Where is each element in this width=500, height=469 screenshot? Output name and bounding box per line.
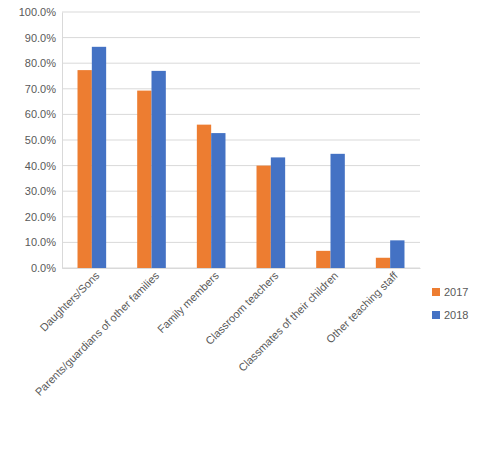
legend-swatch — [432, 288, 440, 296]
y-tick: 20.0% — [25, 211, 62, 223]
y-tick: 60.0% — [25, 108, 62, 120]
grid-line — [62, 242, 420, 243]
grid-line — [62, 88, 420, 89]
bar — [271, 157, 285, 268]
x-tick: Other teaching staff — [324, 268, 401, 346]
y-tick-label: 70.0% — [25, 83, 56, 95]
bar — [197, 125, 211, 268]
y-tick-label: 100.0% — [19, 6, 57, 18]
x-tick-label: Classmates of their children — [236, 269, 340, 373]
x-axis-line — [63, 268, 421, 269]
bar — [152, 71, 166, 268]
x-tick-label: Other teaching staff — [324, 269, 401, 346]
grid-line — [62, 63, 420, 64]
bar — [316, 251, 330, 268]
y-tick-label: 30.0% — [25, 185, 56, 197]
y-axis: 0.0% 10.0% 20.0% 30.0% 40.0% 50.0% 60.0% 70.0% 8… — [19, 6, 63, 274]
x-tick: Classmates of their children — [236, 268, 340, 374]
grid-line — [62, 37, 420, 38]
y-axis-line — [62, 13, 63, 269]
grid — [62, 12, 420, 268]
legend-label: 2018 — [444, 309, 468, 321]
y-tick-label: 60.0% — [25, 108, 56, 120]
bar — [211, 133, 225, 268]
y-tick: 50.0% — [25, 134, 62, 146]
bar — [376, 258, 390, 268]
bars — [78, 47, 405, 268]
y-tick: 100.0% — [19, 6, 62, 18]
plot: 0.0% 10.0% 20.0% 30.0% 40.0% 50.0% 60.0% 70.0% 8… — [19, 6, 421, 398]
y-tick: 70.0% — [25, 83, 62, 95]
y-tick: 90.0% — [25, 32, 62, 44]
grid-line — [62, 114, 420, 115]
y-tick-label: 40.0% — [25, 160, 56, 172]
x-tick: Daughters/Sons — [37, 268, 102, 334]
grid-line — [62, 191, 420, 192]
legend: 2017 2018 — [432, 286, 468, 321]
x-axis: Daughters/SonsParents/guardians of other… — [33, 268, 421, 398]
x-tick: Parents/guardians of other families — [33, 268, 162, 398]
y-tick: 10.0% — [25, 236, 62, 248]
y-tick-label: 80.0% — [25, 57, 56, 69]
x-tick: Family members — [155, 268, 221, 335]
x-tick-label: Daughters/Sons — [37, 269, 102, 334]
y-tick-label: 90.0% — [25, 32, 56, 44]
legend-swatch — [432, 311, 440, 319]
grid-line — [62, 216, 420, 217]
bar — [331, 154, 345, 268]
y-tick: 30.0% — [25, 185, 62, 197]
x-tick-label: Parents/guardians of other families — [33, 269, 162, 398]
bar — [78, 70, 92, 268]
grid-line — [62, 140, 420, 141]
y-tick: 0.0% — [31, 262, 62, 274]
legend-label: 2017 — [444, 286, 468, 298]
grid-line — [62, 165, 420, 166]
y-tick: 80.0% — [25, 57, 62, 69]
chart: 0.0% 10.0% 20.0% 30.0% 40.0% 50.0% 60.0% 70.0% 8… — [0, 0, 500, 469]
y-tick-label: 50.0% — [25, 134, 56, 146]
y-tick-label: 20.0% — [25, 211, 56, 223]
y-tick-label: 0.0% — [31, 262, 56, 274]
bar — [390, 240, 404, 268]
x-tick-label: Family members — [155, 269, 221, 335]
y-tick: 40.0% — [25, 160, 62, 172]
bar — [257, 166, 271, 268]
y-tick-label: 10.0% — [25, 236, 56, 248]
grid-line — [62, 268, 420, 269]
grid-line — [62, 12, 420, 13]
bar — [92, 47, 106, 268]
bar — [137, 91, 151, 268]
